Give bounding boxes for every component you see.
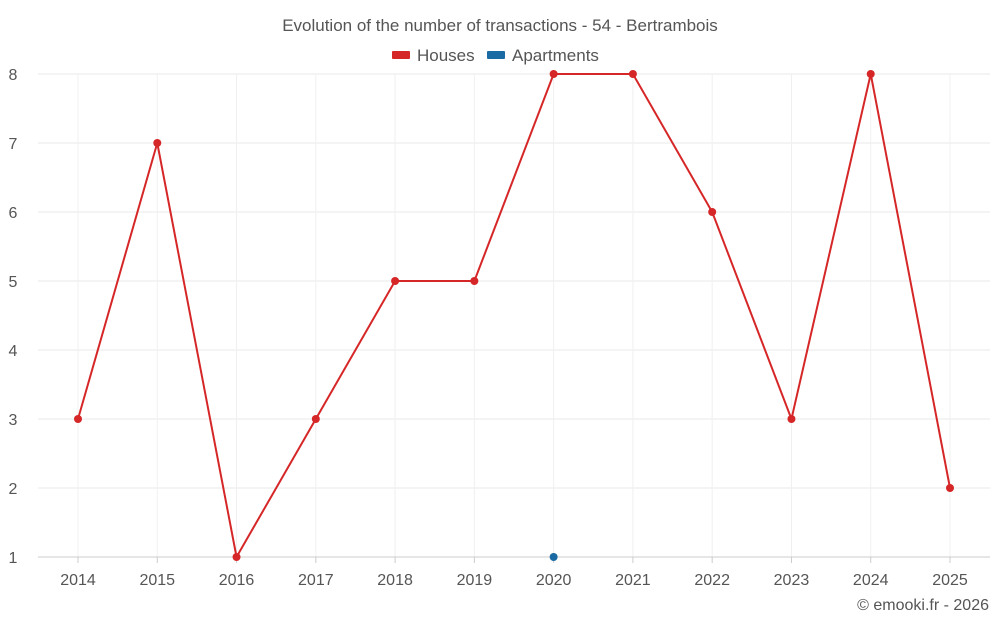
axes: 1 2 3 4 5 6 7 8 2014 2015 2016 2017 2018 2019 2020 2021…: [9, 67, 990, 589]
y-tick-label: 4: [9, 343, 18, 360]
legend-swatch-apartments: [487, 51, 505, 59]
grid: [38, 73, 990, 558]
x-tick-label: 2023: [774, 572, 810, 589]
data-point-houses[interactable]: [628, 70, 637, 78]
legend: Houses Apartments: [392, 46, 599, 65]
legend-label-houses: Houses: [417, 46, 475, 65]
chart-title: Evolution of the number of transactions …: [282, 16, 718, 35]
y-tick-label: 6: [9, 205, 18, 222]
data-point-houses[interactable]: [153, 139, 162, 147]
credit-text: © emooki.fr - 2026: [857, 597, 989, 614]
x-tick-label: 2014: [60, 572, 96, 589]
x-tick-label: 2025: [932, 572, 968, 589]
y-tick-label: 3: [9, 412, 18, 429]
data-point-houses[interactable]: [232, 553, 241, 561]
legend-swatch-houses: [392, 51, 410, 59]
legend-label-apartments: Apartments: [512, 46, 599, 65]
legend-item-apartments[interactable]: Apartments: [487, 46, 599, 65]
x-tick-label: 2019: [457, 572, 493, 589]
data-point-houses[interactable]: [311, 415, 320, 423]
data-point-houses[interactable]: [549, 70, 558, 78]
series-line-houses: [77, 73, 951, 558]
y-tick-label: 1: [9, 550, 18, 567]
series-layer: [74, 70, 954, 561]
data-point-houses[interactable]: [470, 277, 479, 285]
data-point-houses[interactable]: [787, 415, 796, 423]
x-tick-label: 2024: [853, 572, 889, 589]
x-tick-label: 2017: [298, 572, 334, 589]
data-point-houses[interactable]: [866, 70, 875, 78]
x-tick-label: 2018: [377, 572, 413, 589]
y-tick-label: 2: [9, 481, 18, 498]
legend-item-houses[interactable]: Houses: [392, 46, 475, 65]
y-tick-label: 7: [9, 136, 18, 153]
y-tick-label: 8: [9, 67, 18, 84]
x-tick-label: 2022: [694, 572, 730, 589]
x-tick-label: 2015: [139, 572, 175, 589]
x-tick-label: 2021: [615, 572, 651, 589]
data-point-apartments[interactable]: [549, 553, 558, 561]
data-point-houses[interactable]: [74, 415, 82, 423]
data-point-houses[interactable]: [946, 484, 954, 492]
data-point-houses[interactable]: [391, 277, 400, 285]
x-tick-label: 2020: [536, 572, 572, 589]
x-tick-label: 2016: [219, 572, 255, 589]
data-point-houses[interactable]: [708, 208, 717, 216]
y-tick-label: 5: [9, 274, 18, 291]
